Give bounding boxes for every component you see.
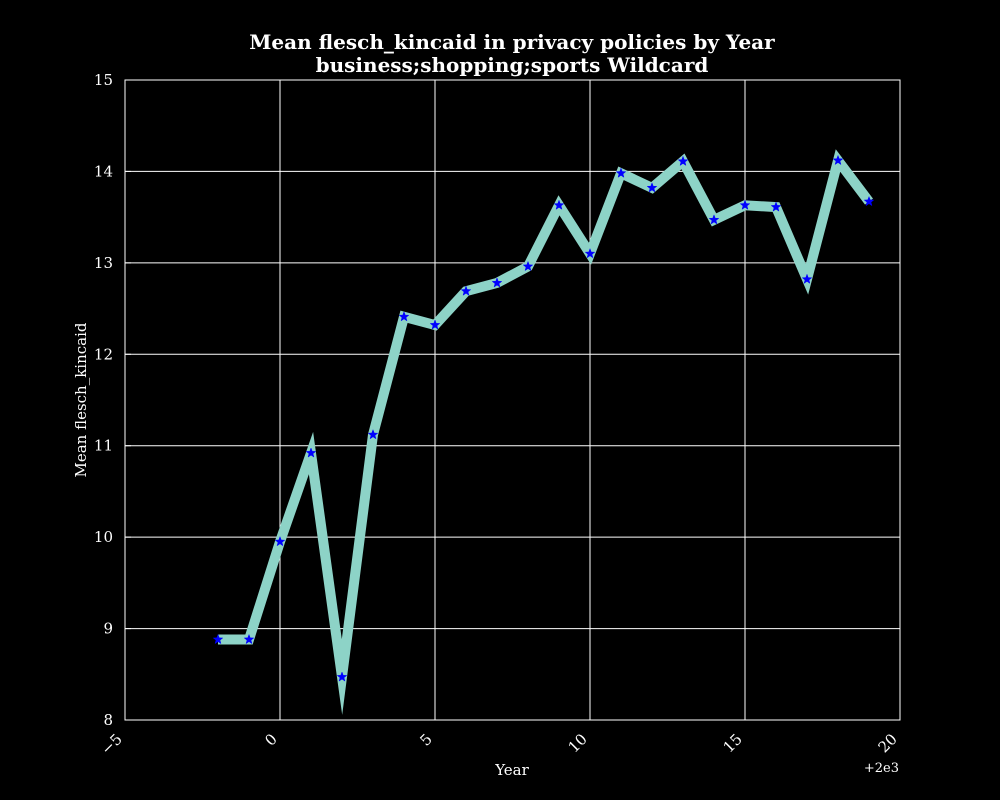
data-point-marker [615,167,627,178]
data-point-marker [739,199,751,210]
data-point-marker [491,277,503,288]
series-line [218,149,873,715]
y-tick-label: 9 [103,620,113,638]
data-point-marker [832,154,844,166]
x-axis-offset-label: +2e3 [864,761,899,776]
data-point-marker [584,247,596,259]
data-point-marker [429,319,441,330]
y-axis-label: Mean flesch_kincaid [72,322,90,477]
y-tick-label: 12 [94,345,113,363]
data-point-marker [770,201,782,212]
x-tick-label: 20 [875,730,901,756]
x-tick-label: 10 [565,730,591,756]
data-series [212,149,875,715]
data-point-marker [243,633,255,645]
y-tick-label: 8 [103,711,113,729]
data-point-marker [708,214,720,225]
data-point-marker [367,429,379,440]
axis-ticks: −5 0 5 10 15 20 8 9 10 11 12 13 14 15 [94,71,901,758]
plot-area-frame [124,79,901,721]
y-tick-label: 11 [94,437,113,455]
data-point-marker [274,535,286,547]
x-tick-label: 0 [261,730,280,749]
y-tick-label: 14 [94,162,113,180]
x-tick-label: −5 [97,730,125,758]
y-tick-label: 13 [94,254,113,272]
x-tick-label: 5 [416,730,435,749]
data-point-marker [646,182,658,193]
data-point-marker [863,195,875,207]
data-point-marker [460,285,472,296]
data-point-marker [305,447,317,458]
y-tick-label: 15 [94,71,113,89]
data-point-marker [212,633,224,645]
grid-lines [124,79,901,721]
chart-title: Mean flesch_kincaid in privacy policies … [249,30,775,54]
data-point-marker [801,273,813,284]
x-axis-label: Year [494,761,529,779]
data-point-marker [553,199,565,210]
data-point-marker [677,155,689,166]
data-point-marker [398,311,410,322]
data-point-marker [522,260,534,272]
y-tick-label: 10 [94,528,113,546]
data-point-marker [336,671,348,682]
x-tick-label: 15 [720,730,746,756]
chart-subtitle: business;shopping;sports Wildcard [316,53,709,77]
